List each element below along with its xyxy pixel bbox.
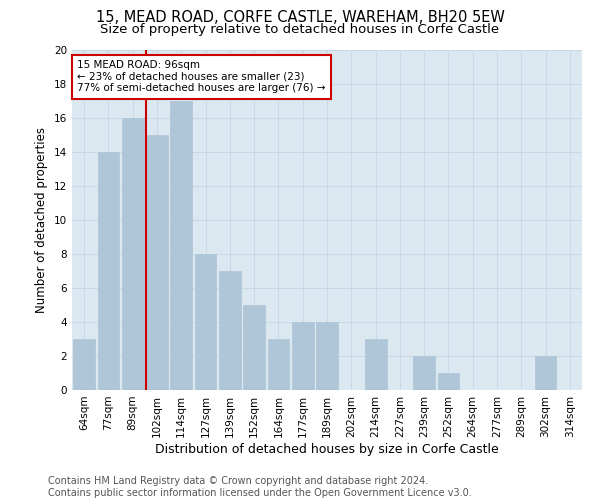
Bar xyxy=(194,254,217,390)
Y-axis label: Number of detached properties: Number of detached properties xyxy=(35,127,49,313)
Bar xyxy=(316,322,338,390)
Text: Contains HM Land Registry data © Crown copyright and database right 2024.
Contai: Contains HM Land Registry data © Crown c… xyxy=(48,476,472,498)
Bar xyxy=(97,152,119,390)
Bar xyxy=(73,339,95,390)
X-axis label: Distribution of detached houses by size in Corfe Castle: Distribution of detached houses by size … xyxy=(155,442,499,456)
Bar xyxy=(146,135,168,390)
Bar xyxy=(268,339,289,390)
Bar xyxy=(292,322,314,390)
Bar xyxy=(219,271,241,390)
Bar xyxy=(437,373,460,390)
Text: Size of property relative to detached houses in Corfe Castle: Size of property relative to detached ho… xyxy=(100,22,500,36)
Bar xyxy=(365,339,386,390)
Bar xyxy=(413,356,435,390)
Text: 15, MEAD ROAD, CORFE CASTLE, WAREHAM, BH20 5EW: 15, MEAD ROAD, CORFE CASTLE, WAREHAM, BH… xyxy=(95,10,505,25)
Bar xyxy=(243,305,265,390)
Bar xyxy=(122,118,143,390)
Bar xyxy=(535,356,556,390)
Text: 15 MEAD ROAD: 96sqm
← 23% of detached houses are smaller (23)
77% of semi-detach: 15 MEAD ROAD: 96sqm ← 23% of detached ho… xyxy=(77,60,326,94)
Bar xyxy=(170,101,192,390)
